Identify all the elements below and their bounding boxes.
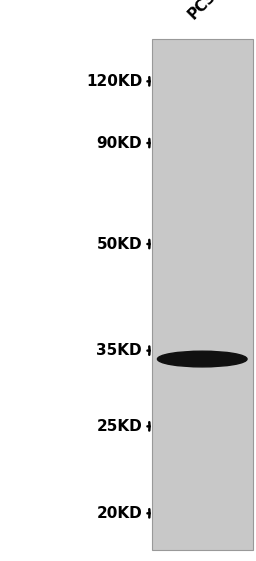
Text: 90KD: 90KD [97,136,142,150]
Text: 20KD: 20KD [96,506,142,521]
Text: 35KD: 35KD [97,343,142,358]
Text: PC3: PC3 [185,0,219,22]
FancyBboxPatch shape [152,39,253,550]
Text: 50KD: 50KD [97,237,142,251]
Text: 25KD: 25KD [96,419,142,434]
Text: 120KD: 120KD [86,74,142,89]
Ellipse shape [157,351,247,367]
